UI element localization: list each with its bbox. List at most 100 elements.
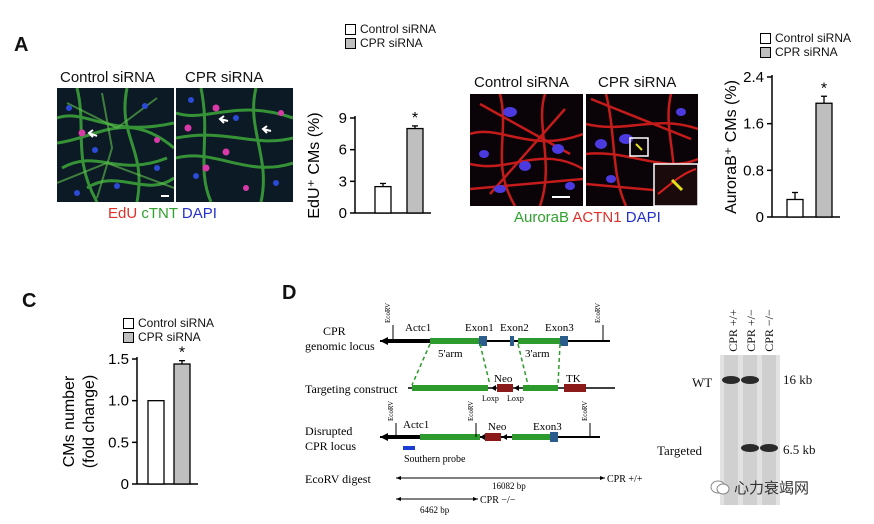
size-6462: 6462 bp bbox=[420, 505, 450, 515]
legend-label-cpr: CPR siRNA bbox=[360, 36, 423, 50]
neo-label: Neo bbox=[494, 373, 513, 385]
blot-lane-labels: CPR +/+ CPR +/− CPR −/− bbox=[720, 305, 780, 353]
micro1-stain-legend: EdU cTNT DAPI bbox=[108, 205, 217, 222]
row-genomic-2: genomic locus bbox=[305, 339, 375, 353]
significance-star: * bbox=[179, 345, 185, 362]
legend-swatch-cpr bbox=[123, 331, 134, 343]
band-wt-label: WT bbox=[692, 375, 713, 390]
neo-label: Neo bbox=[488, 421, 507, 433]
bar bbox=[374, 185, 392, 214]
lane-label: CPR +/+ bbox=[725, 309, 740, 352]
band-targeted-label: Targeted bbox=[657, 443, 703, 458]
cpr-wt-label: CPR +/+ bbox=[607, 474, 643, 485]
legend-label-control: Control siRNA bbox=[138, 316, 215, 330]
row-disrupted-2: CPR locus bbox=[305, 439, 356, 453]
exon1-label: Exon1 bbox=[465, 322, 494, 334]
bar bbox=[147, 400, 165, 485]
bar bbox=[815, 102, 833, 218]
y-axis-label: CMs number bbox=[61, 375, 78, 467]
bar bbox=[786, 198, 804, 218]
panel-letter-c: C bbox=[22, 290, 37, 312]
gene-targeting-map: CPR genomic locus EcoRV EcoRV Actc1 Exon… bbox=[305, 303, 643, 515]
y-tick-label: 2.4 bbox=[743, 69, 764, 86]
lane-label: CPR +/− bbox=[743, 309, 758, 352]
y-tick-label: 0 bbox=[756, 209, 764, 226]
size-6-5kb: 6.5 kb bbox=[783, 442, 816, 457]
size-16082: 16082 bp bbox=[492, 481, 526, 491]
stain-dapi: DAPI bbox=[181, 205, 217, 222]
micro1-cpr-label: CPR siRNA bbox=[185, 69, 264, 86]
legend-cpr: CPR siRNA bbox=[345, 36, 436, 50]
cpr-ko-label: CPR −/− bbox=[480, 495, 516, 506]
y-tick-label: 9 bbox=[339, 110, 347, 127]
legend-control: Control siRNA bbox=[760, 31, 851, 45]
ecorv-label: EcoRV bbox=[581, 401, 589, 421]
exon3-label: Exon3 bbox=[545, 322, 574, 334]
legend-swatch-control bbox=[345, 23, 356, 35]
micro2-cpr-label: CPR siRNA bbox=[598, 74, 677, 91]
y-tick-label: 0.5 bbox=[108, 434, 129, 451]
micro2-control-label: Control siRNA bbox=[474, 74, 570, 91]
exon3-label: Exon3 bbox=[533, 421, 562, 433]
row-disrupted-1: Disrupted bbox=[305, 424, 352, 438]
y-axis-label: AuroraB⁺ CMs (%) bbox=[723, 80, 740, 214]
row-construct: Targeting construct bbox=[305, 382, 398, 396]
arm3-label: 3'arm bbox=[525, 348, 550, 360]
bar bbox=[406, 127, 424, 214]
ecorv-label: EcoRV bbox=[467, 401, 475, 421]
panel-letter-d: D bbox=[282, 282, 297, 304]
legend-label-cpr: CPR siRNA bbox=[138, 330, 201, 344]
legend-label-cpr: CPR siRNA bbox=[775, 45, 838, 59]
cms-chart-legend: Control siRNA CPR siRNA bbox=[123, 316, 214, 344]
legend-control: Control siRNA bbox=[123, 316, 214, 330]
stain-actn: ACTN1 bbox=[572, 209, 622, 226]
size-16kb: 16 kb bbox=[783, 372, 813, 387]
row-digest: EcoRV digest bbox=[305, 472, 371, 486]
watermark: 心力衰竭网 bbox=[710, 477, 809, 498]
ecorv-label: EcoRV bbox=[387, 401, 395, 421]
actc1-label: Actc1 bbox=[405, 322, 431, 334]
micrograph-edu-cpr bbox=[176, 88, 293, 202]
row-genomic-1: CPR bbox=[323, 324, 346, 338]
aurora-chart-legend: Control siRNA CPR siRNA bbox=[760, 31, 851, 59]
edu-chart-legend: Control siRNA CPR siRNA bbox=[345, 22, 436, 50]
arm5-label: 5'arm bbox=[438, 348, 463, 360]
panel-letter-a: A bbox=[14, 34, 29, 56]
micro1-control-label: Control siRNA bbox=[60, 69, 156, 86]
y-tick-label: 3 bbox=[339, 173, 347, 190]
legend-swatch-control bbox=[760, 32, 771, 44]
y-tick-label: 0.8 bbox=[743, 162, 764, 179]
southern-probe-label: Southern probe bbox=[404, 454, 466, 465]
y-tick-label: 0 bbox=[121, 476, 129, 493]
y-axis-label: (fold change) bbox=[81, 375, 98, 468]
y-tick-label: 6 bbox=[339, 142, 347, 159]
lane-label: CPR −/− bbox=[761, 309, 776, 352]
micrograph-aurora-cpr bbox=[586, 94, 698, 206]
stain-aurora: AuroraB bbox=[514, 209, 570, 226]
stain-edu: EdU bbox=[108, 205, 138, 222]
exon2-label: Exon2 bbox=[500, 322, 529, 334]
watermark-text: 心力衰竭网 bbox=[734, 479, 810, 497]
stain-ctnt: cTNT bbox=[141, 205, 178, 222]
legend-swatch-cpr bbox=[345, 37, 356, 49]
ecorv-label: EcoRV bbox=[384, 303, 392, 323]
legend-label-control: Control siRNA bbox=[775, 31, 852, 45]
y-axis-label: EdU⁺ CMs (%) bbox=[306, 112, 323, 218]
stain-dapi-2: DAPI bbox=[625, 209, 661, 226]
significance-star: * bbox=[412, 110, 418, 127]
legend-swatch-control bbox=[123, 317, 134, 329]
edu-chart: 0 3 6 9 EdU⁺ CMs (%) * bbox=[306, 110, 431, 222]
southern-blot bbox=[720, 355, 780, 505]
bar bbox=[173, 363, 191, 485]
micrograph-edu-control bbox=[57, 88, 174, 202]
tk-label: TK bbox=[566, 373, 581, 385]
y-tick-label: 1.6 bbox=[743, 116, 764, 133]
legend-control: Control siRNA bbox=[345, 22, 436, 36]
cms-chart: 0 0.5 1.0 1.5 CMs number (fold change) * bbox=[61, 345, 198, 493]
micrograph-aurora-control bbox=[470, 94, 583, 206]
ecorv-label: EcoRV bbox=[594, 303, 602, 323]
loxp-label: Loxp bbox=[507, 394, 524, 403]
chat-bubble-icon bbox=[710, 480, 730, 494]
legend-swatch-cpr bbox=[760, 46, 771, 58]
